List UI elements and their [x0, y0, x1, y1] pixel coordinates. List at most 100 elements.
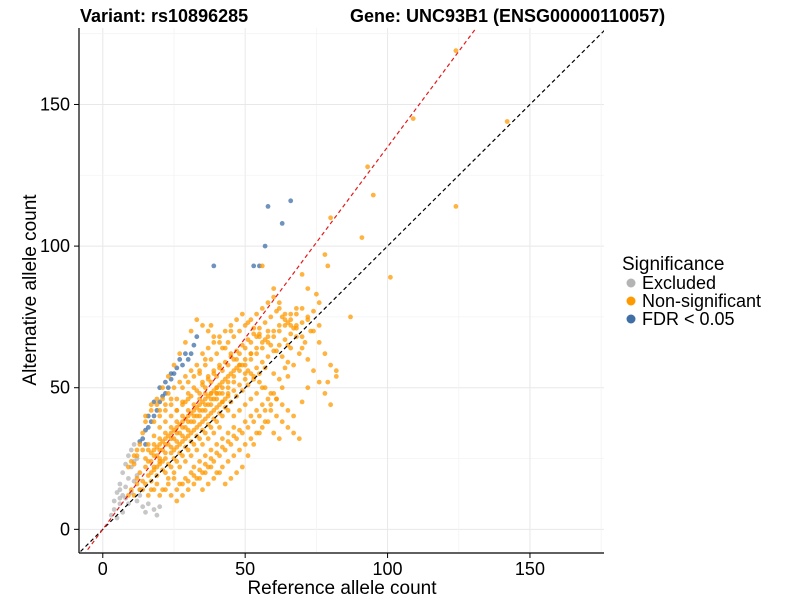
point-nonsig [268, 391, 274, 396]
point-nonsig [333, 374, 339, 379]
point-nonsig [208, 391, 214, 396]
point-nonsig [177, 379, 183, 385]
point-nonsig [134, 447, 140, 453]
point-nonsig [359, 235, 365, 241]
point-nonsig [217, 340, 222, 345]
point-nonsig [151, 453, 157, 459]
point-nonsig [274, 396, 279, 402]
point-fdr [262, 243, 268, 249]
point-nonsig [202, 453, 208, 459]
point-nonsig [157, 442, 163, 447]
point-excluded [125, 476, 131, 481]
point-nonsig [328, 402, 333, 408]
point-nonsig [157, 408, 163, 413]
point-nonsig [128, 459, 134, 464]
point-excluded [134, 498, 140, 504]
point-nonsig [180, 385, 185, 391]
point-nonsig [183, 476, 188, 481]
point-nonsig [151, 447, 157, 453]
point-nonsig [311, 368, 316, 374]
point-nonsig [254, 311, 259, 317]
point-nonsig [285, 374, 291, 379]
point-nonsig [200, 442, 205, 447]
y-axis-label: Alternative allele count [20, 194, 41, 386]
point-nonsig [257, 325, 262, 331]
legend-title: Significance [622, 254, 724, 275]
point-nonsig [160, 385, 166, 391]
point-nonsig [137, 470, 143, 476]
point-nonsig [242, 376, 248, 382]
point-nonsig [239, 430, 245, 436]
point-nonsig [311, 328, 316, 334]
point-nonsig [237, 328, 242, 334]
point-nonsig [202, 391, 208, 396]
point-nonsig [231, 425, 237, 430]
point-nonsig [282, 365, 288, 371]
point-nonsig [271, 371, 277, 376]
point-nonsig [208, 447, 214, 453]
point-nonsig [299, 334, 305, 340]
legend-marker-fdr [626, 314, 636, 324]
point-nonsig [185, 433, 191, 439]
point-nonsig [268, 408, 274, 413]
point-nonsig [231, 368, 237, 374]
point-nonsig [322, 252, 328, 257]
point-nonsig [140, 447, 146, 453]
point-nonsig [174, 444, 180, 450]
point-nonsig [257, 413, 262, 419]
point-nonsig [262, 385, 268, 391]
legend-label-excluded: Excluded [642, 273, 716, 293]
point-nonsig [276, 300, 282, 306]
point-excluded [131, 442, 137, 447]
point-nonsig [151, 487, 157, 493]
point-nonsig [245, 453, 251, 459]
point-nonsig [191, 481, 197, 487]
point-fdr [185, 357, 191, 362]
point-nonsig [185, 379, 191, 385]
x-tick-label: 50 [235, 559, 255, 579]
point-nonsig [205, 328, 211, 334]
point-nonsig [265, 328, 271, 334]
grid [80, 28, 604, 552]
point-nonsig [314, 291, 319, 297]
point-excluded [117, 487, 123, 493]
point-nonsig [225, 430, 231, 436]
point-nonsig [220, 345, 225, 351]
point-nonsig [200, 487, 205, 493]
point-nonsig [228, 476, 234, 481]
x-axis-label: Reference allele count [247, 578, 437, 599]
point-nonsig [265, 340, 271, 345]
point-nonsig [239, 342, 245, 348]
point-nonsig [325, 263, 331, 269]
point-nonsig [194, 447, 200, 453]
point-excluded [117, 481, 123, 487]
point-nonsig [259, 340, 265, 345]
point-nonsig [296, 351, 302, 357]
point-nonsig [217, 334, 222, 340]
point-nonsig [165, 476, 171, 481]
point-excluded [120, 470, 126, 476]
point-nonsig [177, 464, 183, 470]
point-nonsig [348, 314, 353, 320]
point-nonsig [328, 215, 333, 221]
point-nonsig [143, 413, 148, 419]
point-nonsig [271, 334, 277, 340]
point-nonsig [208, 410, 214, 416]
point-nonsig [242, 357, 248, 362]
point-nonsig [157, 461, 163, 467]
point-nonsig [183, 374, 188, 379]
point-nonsig [248, 357, 254, 362]
point-nonsig [211, 430, 217, 436]
point-nonsig [237, 382, 242, 388]
point-nonsig [185, 408, 191, 413]
point-nonsig [259, 402, 265, 408]
point-nonsig [333, 368, 339, 374]
point-nonsig [365, 164, 370, 170]
point-fdr [165, 385, 171, 391]
point-nonsig [259, 345, 265, 351]
point-nonsig [188, 470, 194, 476]
point-nonsig [322, 351, 328, 357]
point-nonsig [217, 425, 222, 430]
point-fdr [145, 425, 151, 430]
point-nonsig [197, 422, 203, 427]
